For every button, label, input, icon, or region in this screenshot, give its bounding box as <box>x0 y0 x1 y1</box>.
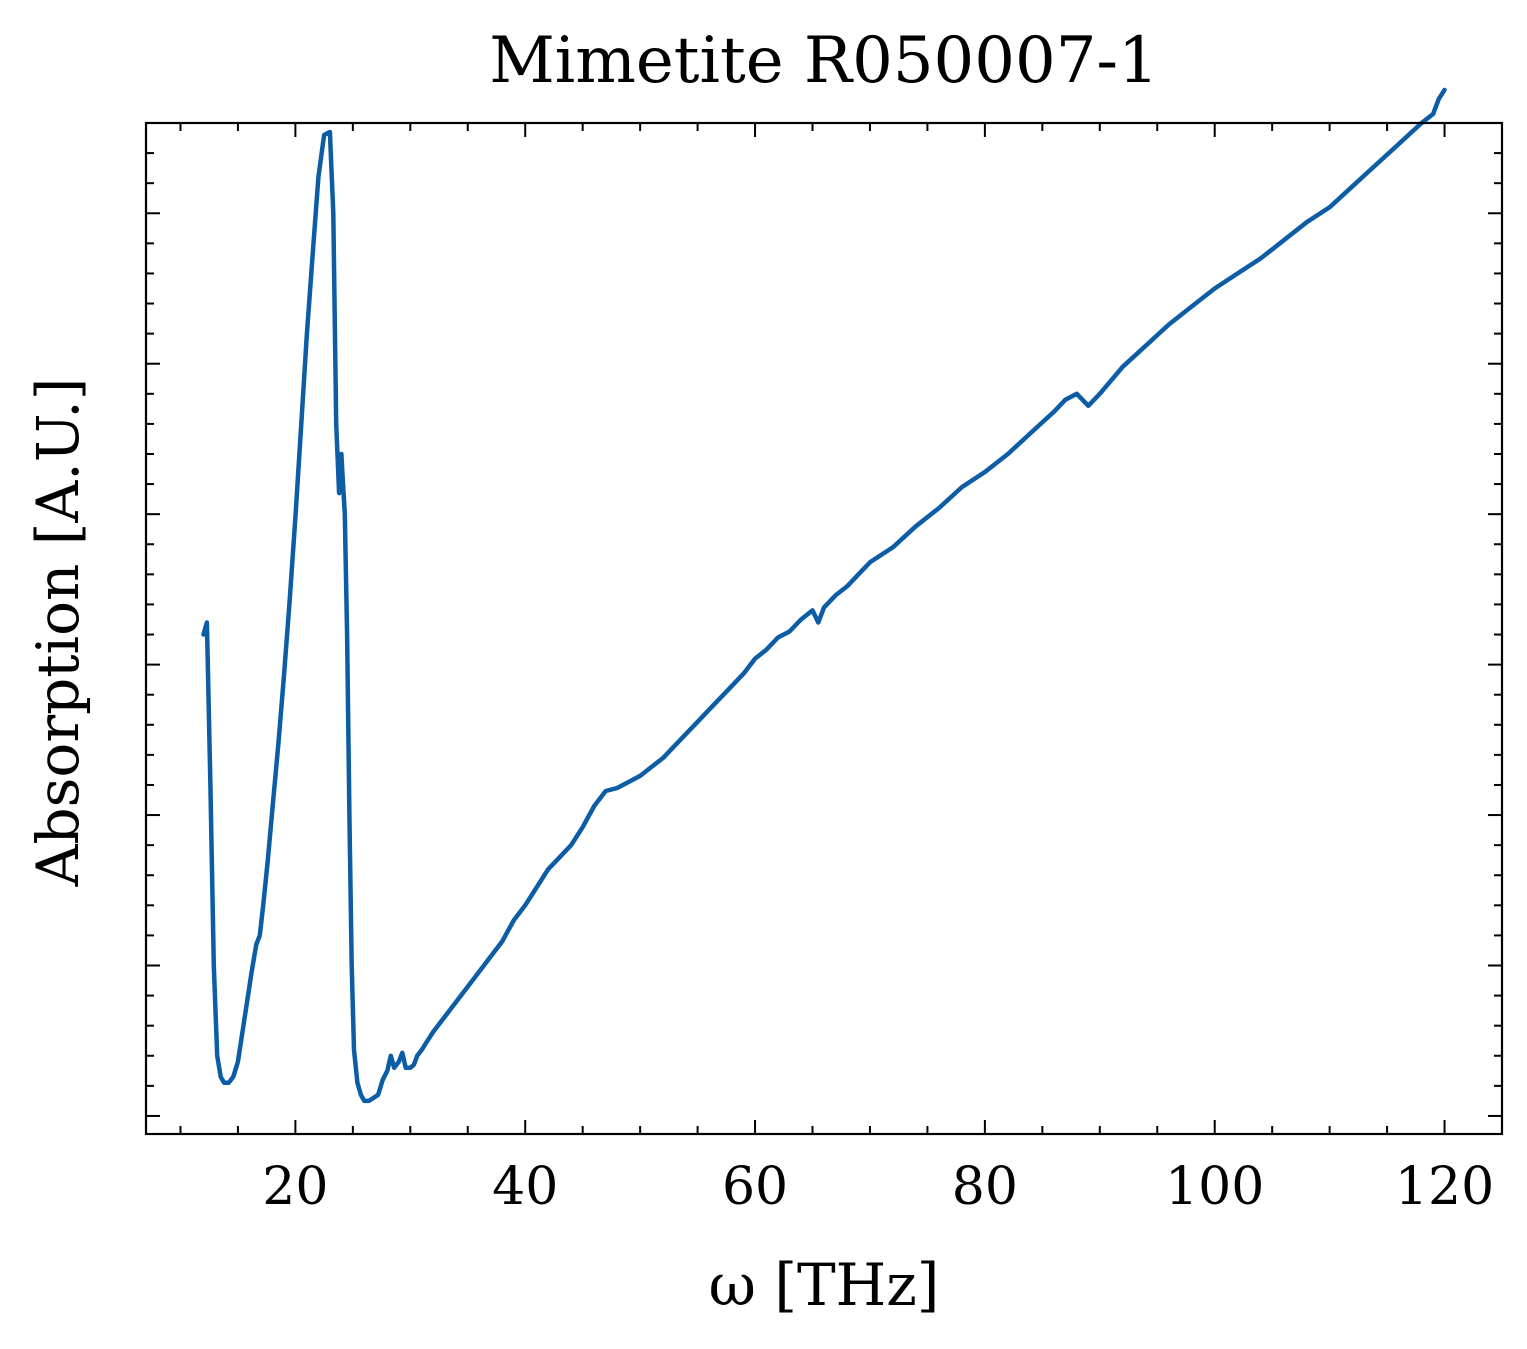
x-tick-label: 100 <box>1165 1157 1264 1217</box>
x-tick-label: 20 <box>262 1157 328 1217</box>
x-tick-labels: 20 40 60 80 100 120 <box>262 1157 1494 1217</box>
x-tick-label: 80 <box>952 1157 1018 1217</box>
chart-title: Mimetite R050007-1 <box>489 24 1159 98</box>
x-axis-label: ω [THz] <box>709 1251 940 1319</box>
series-layer <box>201 87 1447 1104</box>
x-tick-label: 40 <box>492 1157 558 1217</box>
plot-frame <box>144 121 1504 1136</box>
y-axis-label: Absorption [A.U.] <box>24 378 92 888</box>
x-tick-label: 60 <box>722 1157 788 1217</box>
ticks-layer <box>146 122 1503 1134</box>
x-tick-label: 120 <box>1395 1157 1494 1217</box>
absorption-series-line <box>201 87 1447 1104</box>
